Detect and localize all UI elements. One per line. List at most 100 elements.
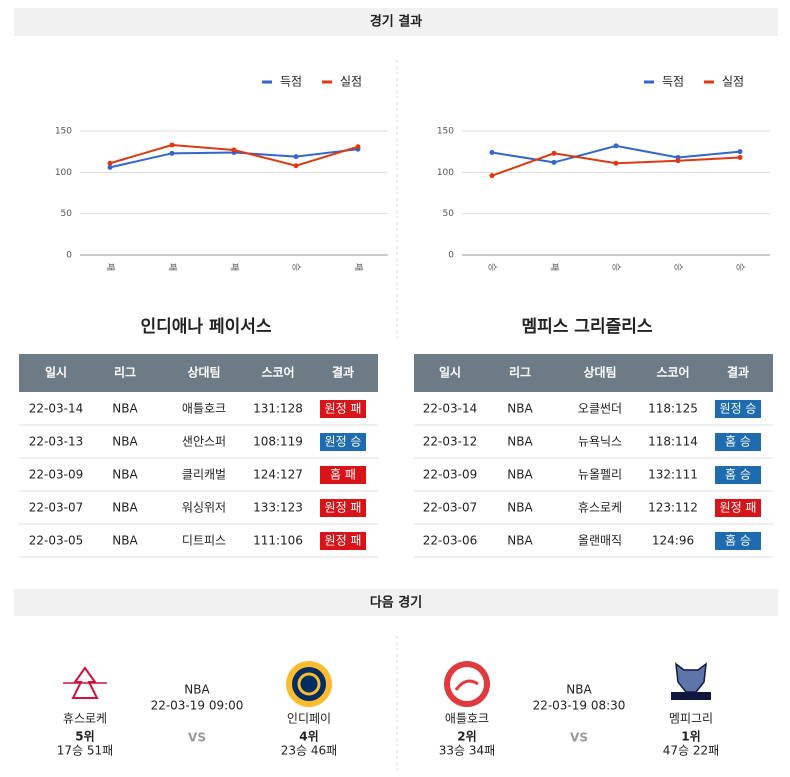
- data-point: [489, 173, 495, 179]
- x-tick-label: 승: [735, 263, 746, 271]
- team-logo: [63, 666, 107, 699]
- table-cell: 애틀호크: [182, 402, 226, 416]
- table-cell: NBA: [112, 501, 138, 515]
- result-label: 홈 승: [725, 534, 751, 548]
- result-label: 원정 패: [325, 402, 362, 416]
- section-title: 다음 경기: [370, 595, 422, 611]
- result-badge: [320, 532, 366, 550]
- header-cell: 상대팀: [187, 365, 220, 380]
- result-badge: [715, 400, 761, 418]
- team-name: 애틀호크: [445, 712, 489, 726]
- y-tick-label: 100: [437, 168, 454, 178]
- team-record: 33승 34패: [439, 744, 495, 758]
- x-tick-label: 패: [167, 263, 178, 271]
- legend-label: 득점: [280, 75, 302, 89]
- team-record: 17승 51패: [57, 744, 113, 758]
- table-cell: 샌안스퍼: [182, 435, 226, 449]
- result-label: 원정 패: [325, 501, 362, 515]
- table-cell: 뉴올펠리: [578, 468, 622, 482]
- table-cell: 124:96: [652, 534, 694, 548]
- table-cell: 22-03-14: [29, 402, 83, 416]
- team-name: 인디페이: [287, 712, 331, 726]
- x-tick-label: 패: [549, 263, 560, 271]
- y-tick-label: 50: [443, 209, 455, 219]
- team-name: 멤피그리: [669, 712, 713, 726]
- result-label: 원정 승: [720, 402, 757, 416]
- data-point: [613, 160, 619, 166]
- data-point: [169, 150, 175, 156]
- data-point: [551, 159, 557, 165]
- section-title: 경기 결과: [370, 14, 422, 30]
- x-tick-label: 승: [673, 263, 684, 271]
- table-cell: 클리캐벌: [182, 468, 226, 482]
- table-header: [19, 354, 378, 392]
- table-cell: 111:106: [253, 534, 303, 548]
- team-rank: 4위: [299, 730, 318, 744]
- table-cell: 133:123: [253, 501, 303, 515]
- result-label: 원정 패: [720, 501, 757, 515]
- table-cell: NBA: [112, 402, 138, 416]
- y-tick-label: 0: [448, 251, 454, 261]
- team-logo: [286, 661, 332, 707]
- y-tick-label: 50: [61, 209, 73, 219]
- data-point: [551, 150, 557, 156]
- table-cell: NBA: [507, 435, 533, 449]
- team-record: 47승 22패: [663, 744, 719, 758]
- x-tick-label: 승: [611, 263, 622, 271]
- data-point: [169, 142, 175, 148]
- result-badge: [715, 532, 761, 550]
- table-cell: NBA: [112, 534, 138, 548]
- x-tick-label: 승: [487, 263, 498, 271]
- match-time: 22-03-19 08:30: [533, 699, 626, 713]
- team-record: 23승 46패: [281, 744, 337, 758]
- table-cell: 워싱위저: [182, 501, 226, 515]
- y-tick-label: 100: [55, 168, 72, 178]
- league: NBA: [184, 683, 210, 697]
- data-point: [293, 154, 299, 160]
- team-rank: 5위: [75, 730, 94, 744]
- x-tick-label: 패: [229, 263, 240, 271]
- header-cell: 리그: [509, 365, 531, 380]
- result-badge: [715, 433, 761, 451]
- data-point: [737, 149, 743, 155]
- table-cell: 22-03-09: [423, 468, 477, 482]
- team-name: 휴스로케: [63, 712, 107, 726]
- y-tick-label: 0: [66, 251, 72, 261]
- table-cell: 휴스로케: [578, 501, 622, 515]
- legend-label: 실점: [722, 75, 744, 89]
- section-bar: [14, 8, 778, 36]
- result-label: 홈 승: [725, 435, 751, 449]
- table-cell: 118:125: [648, 402, 698, 416]
- table-cell: 118:114: [648, 435, 698, 449]
- data-point: [613, 143, 619, 149]
- result-label: 홈 승: [725, 468, 751, 482]
- y-tick-label: 150: [437, 127, 454, 137]
- table-cell: 22-03-14: [423, 402, 477, 416]
- table-cell: 22-03-07: [423, 501, 477, 515]
- table-cell: 22-03-07: [29, 501, 83, 515]
- header-cell: 상대팀: [583, 365, 616, 380]
- header-cell: 결과: [727, 365, 749, 380]
- result-badge: [320, 466, 366, 484]
- table-cell: 뉴욕닉스: [578, 435, 622, 449]
- data-point: [737, 154, 743, 160]
- table-cell: 22-03-13: [29, 435, 83, 449]
- section-bar: [14, 589, 778, 616]
- data-point: [489, 149, 495, 155]
- result-badge: [320, 433, 366, 451]
- result-badge: [320, 400, 366, 418]
- team-name: 인디애나 페이서스: [140, 317, 271, 337]
- match-time: 22-03-19 09:00: [151, 699, 244, 713]
- table-cell: 올랜매직: [578, 534, 622, 548]
- vs: VS: [188, 731, 206, 745]
- table-cell: 123:112: [648, 501, 698, 515]
- legend-label: 실점: [340, 75, 362, 89]
- data-point: [231, 147, 237, 153]
- result-label: 홈 패: [330, 468, 356, 482]
- legend-label: 득점: [662, 75, 684, 89]
- table-cell: NBA: [112, 435, 138, 449]
- table-cell: 22-03-06: [423, 534, 477, 548]
- table-cell: NBA: [507, 534, 533, 548]
